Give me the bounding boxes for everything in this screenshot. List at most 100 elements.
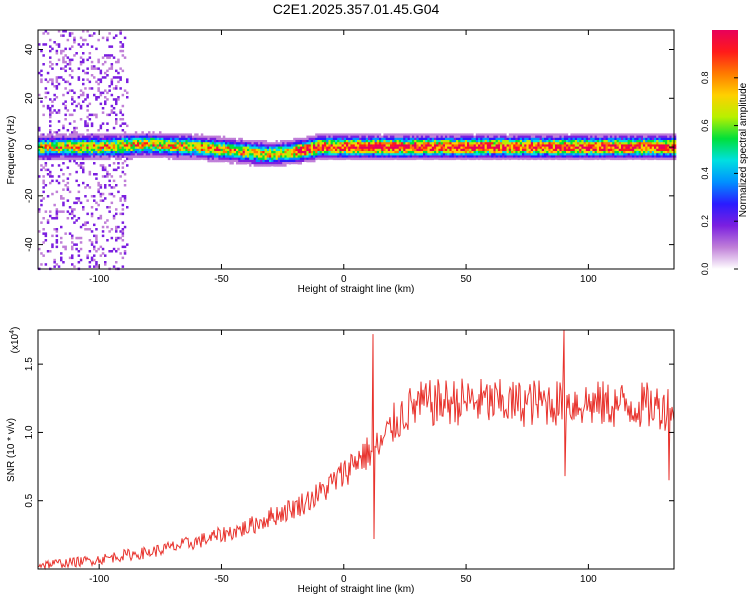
spectrogram-cell [79,104,83,108]
spectrogram-cell [247,151,250,154]
spectrogram-cell [95,155,98,158]
spectrogram-cell [588,153,591,156]
spectrogram-cell [348,151,351,154]
spectrogram-cell [293,151,296,154]
spectrogram-cell [55,87,59,90]
spectrogram-cell [638,137,642,141]
spectrogram-cell [403,140,406,143]
spectrogram-cell [343,155,347,158]
spectrogram-cell [172,153,175,156]
spectrogram-cell [198,146,202,150]
spectrogram-cell [51,67,54,70]
spectrogram-cell [68,67,72,70]
spectrogram-cell [258,144,261,147]
spectrogram-cell [110,104,114,108]
spectrogram-cell [409,142,413,145]
spectrogram-cell [544,137,547,141]
spectrogram-cell [211,159,215,163]
spectrogram-cell [62,140,65,143]
spectrogram-cell [321,155,325,158]
spectrogram-cell [621,144,624,147]
spectrogram-cell [123,36,127,40]
spectrogram-cell [38,144,41,147]
spectrogram-cell [66,91,70,95]
spectrogram-cell [198,140,202,143]
spectrogram-cell [579,142,582,145]
spectrogram-cell [60,236,63,240]
spectrogram-cell [249,153,252,156]
spectrogram-cell [238,157,241,161]
spectrogram-cell [101,122,105,125]
spectrogram-cell [632,153,635,156]
spectrogram-cell [101,164,105,167]
spectrogram-cell [550,140,554,143]
spectrogram-cell [95,115,98,119]
spectrogram-cell [97,58,100,62]
spectrogram-cell [403,153,406,156]
spectrogram-cell [73,265,76,268]
spectrogram-cell [121,104,125,108]
spectrogram-cell [618,151,622,154]
spectrogram-cell [370,133,373,136]
spectrogram-cell [106,56,109,59]
spectrogram-cell [588,155,591,158]
spectrogram-cell [480,159,483,163]
spectrogram-cell [196,135,199,139]
spectrogram-cell [528,157,532,161]
spectrogram-cell [119,148,122,152]
spectrogram-cell [304,159,307,163]
spectrogram-cell [97,181,100,185]
spectrogram-cell [110,153,114,156]
spectrogram-cell [77,153,81,156]
spectrogram-cell [238,159,241,163]
spectrogram-cell [198,157,202,161]
spectrogram-cell [99,135,103,139]
spectrogram-cell [77,67,81,70]
spectrogram-cell [348,153,351,156]
spectrogram-cell [291,159,294,163]
spectrogram-cell [396,140,400,143]
spectrogram-cell [112,142,116,145]
spectrogram-cell [357,151,360,154]
spectrogram-cell [167,146,171,150]
spectrogram-cell [251,144,254,147]
spectrogram-cell [293,164,296,167]
spectrogram-cell [77,142,81,145]
spectrogram-cell [475,140,479,143]
spectrogram-cell [519,159,523,163]
spectrogram-cell [220,155,224,158]
spectrogram-cell [423,153,426,156]
spectrogram-cell [198,135,202,139]
spectrogram-cell [581,133,584,136]
spectrogram-cell [337,146,340,150]
spectrogram-cell [258,162,261,165]
spectrogram-cell [519,142,523,145]
spectrogram-cell [526,140,529,143]
spectrogram-cell [451,142,455,145]
spectrogram-cell [621,151,624,154]
spectrogram-cell [409,157,413,161]
spectrogram-cell [398,137,402,141]
spectrogram-cell [354,135,358,139]
spectrogram-cell [139,151,142,154]
spectrogram-cell [409,151,413,154]
spectrogram-cell [71,137,74,141]
spectrogram-cell [99,137,103,141]
spectrogram-cell [247,162,250,165]
spectrogram-cell [302,151,305,154]
spectrogram-cell [236,159,239,163]
spectrogram-cell [530,144,534,147]
spectrogram-cell [467,142,470,145]
spectrogram-cell [156,155,160,158]
spectrogram-cell [381,146,384,150]
spectrogram-cell [82,60,85,64]
spectrogram-cell [583,133,587,136]
spectrogram-cell [359,146,362,150]
spectrogram-cell [68,144,72,147]
spectrogram-cell [445,135,448,139]
spectrogram-cell [440,142,444,145]
spectrogram-cell [442,155,446,158]
spectrogram-cell [229,146,232,150]
spectrogram-cell [121,135,125,139]
spectrogram-cell [143,142,147,145]
